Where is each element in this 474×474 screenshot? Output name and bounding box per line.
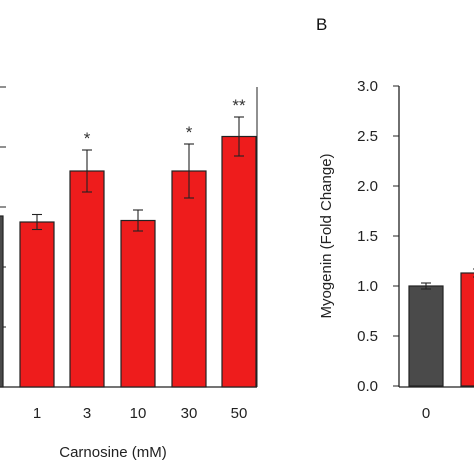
panel-a-significance-marker: * [186,123,193,142]
panel-a-bar [19,221,55,388]
panel-b-y-axis-label: Myogenin (Fold Change) [318,153,335,318]
panel-b-y-tick-label: 2.0 [357,178,378,195]
panel-b-bar [408,285,444,387]
panel-a-category-label: 30 [181,405,198,422]
panel-a-bar [0,215,4,388]
panel-a-category-label: 10 [130,405,147,422]
panel-b-y-tick-label: 1.5 [357,228,378,245]
panel-a-category-label: 1 [33,405,41,422]
panel-b-bar [460,272,474,387]
panel-a-bar [221,135,257,388]
panel-a-bar [120,219,156,388]
panel-a-bar [171,170,207,388]
panel-a-bar [69,170,105,388]
panel-b-y-tick-label: 0.0 [357,378,378,395]
panel-b-y-tick-label: 3.0 [357,78,378,95]
panel-a-category-label: 50 [231,405,248,422]
panel-b-chart: B Myogenin (Fold Change) 0.0 0.5 1.0 1.5 2.0… [316,15,474,422]
panel-b-y-tick-label: 0.5 [357,328,378,345]
panel-a-significance-marker: ** [232,96,246,115]
panel-b-y-tick-label: 1.0 [357,278,378,295]
panel-b-y-tick-label: 2.5 [357,128,378,145]
panel-b-category-label: 0 [422,405,430,422]
panel-a-category-label: 3 [83,405,91,422]
panel-a-chart: * *** 1 3 10 30 50 Carnosine (mM) [0,86,258,461]
panel-a-significance-marker: * [84,129,91,148]
panel-a-x-axis-label: Carnosine (mM) [59,444,167,461]
panel-b-letter: B [316,15,327,34]
